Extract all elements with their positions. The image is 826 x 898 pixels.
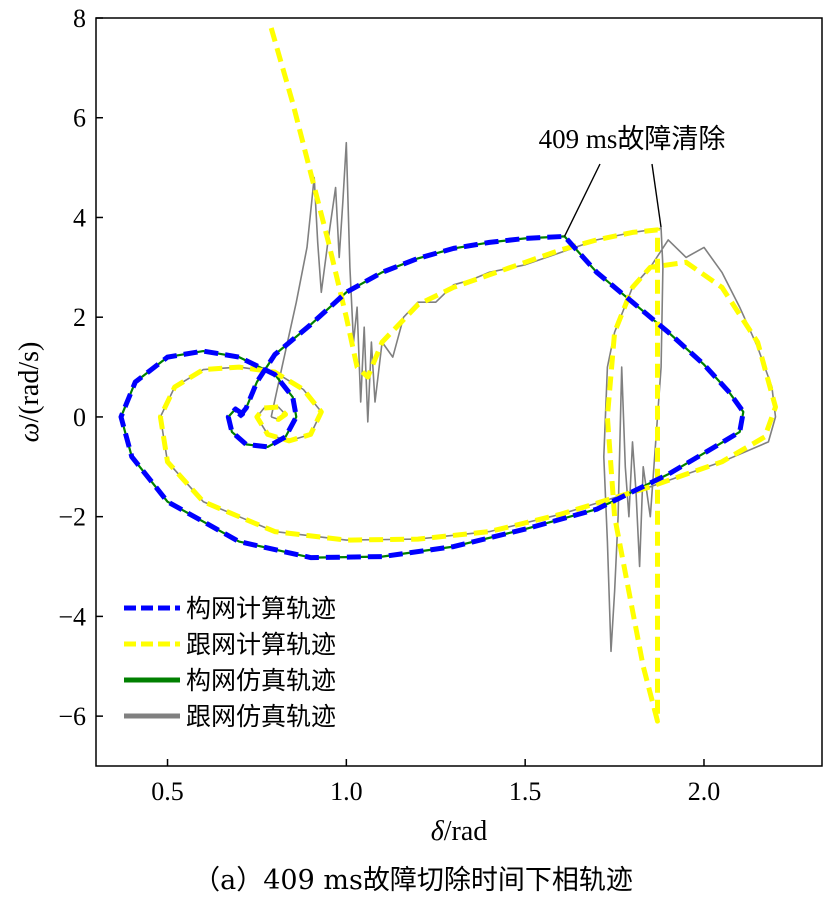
- y-axis-label: ω/(rad/s): [14, 342, 45, 443]
- series-line-1: [157, 27, 778, 724]
- y-tick-label-5: 4: [73, 203, 86, 232]
- x-axis-label: δ/rad: [431, 816, 488, 847]
- figure-caption: （a）409 ms故障切除时间下相轨迹: [193, 865, 633, 896]
- y-tick-label-1: −4: [58, 602, 86, 631]
- x-tick-label-1: 1.0: [330, 777, 363, 806]
- y-tick-label-0: −6: [58, 702, 86, 731]
- annotation-leader-1: [651, 163, 662, 228]
- series-layer: [118, 27, 778, 724]
- y-tick-label-7: 8: [73, 4, 86, 33]
- legend-label-1: 跟网计算轨迹: [186, 630, 336, 659]
- annotation-text: 409 ms故障清除: [539, 124, 726, 154]
- legend-label-2: 构网仿真轨迹: [186, 666, 336, 695]
- axes-layer: 0.5 1.0 1.5 2.0 −6 −4 −2 0 2 4 6 8 δ/rad ω/(rad/s): [14, 4, 823, 847]
- x-tick-label-0: 0.5: [151, 777, 184, 806]
- legend-label-3: 跟网仿真轨迹: [186, 702, 336, 731]
- x-tick-label-3: 2.0: [688, 777, 721, 806]
- annotation-layer: 409 ms故障清除: [539, 124, 726, 237]
- plot-frame: [95, 17, 823, 767]
- series-line-0: [118, 233, 746, 561]
- y-tick-label-2: −2: [58, 503, 86, 532]
- x-tick-label-2: 1.5: [509, 777, 542, 806]
- annotation-leader-0: [563, 163, 601, 237]
- y-tick-label-4: 2: [73, 303, 86, 332]
- legend-label-0: 构网计算轨迹: [186, 594, 336, 623]
- y-tick-label-6: 6: [73, 104, 86, 133]
- y-tick-label-3: 0: [73, 403, 86, 432]
